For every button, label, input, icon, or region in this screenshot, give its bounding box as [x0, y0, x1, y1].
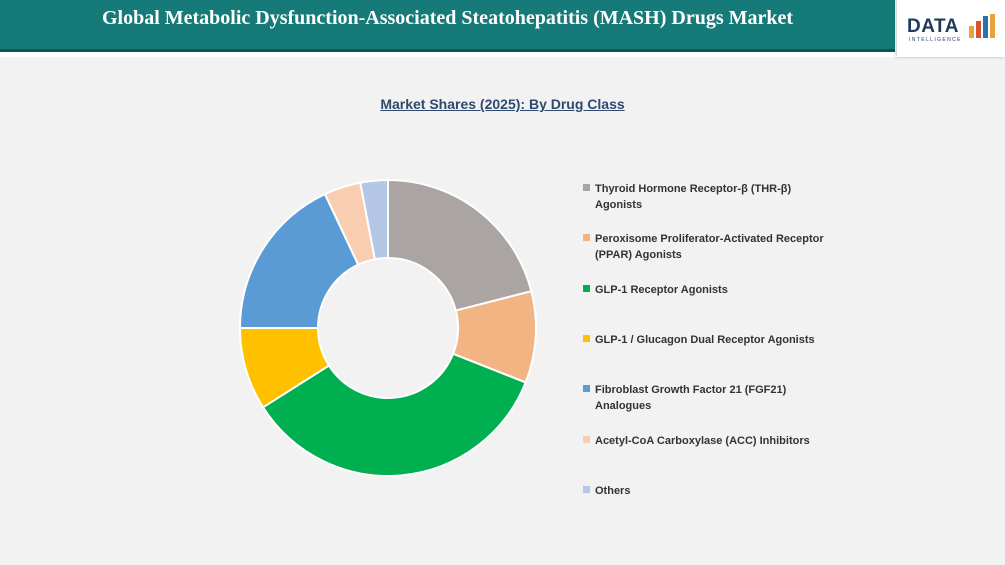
logo-bar [990, 14, 995, 38]
legend-swatch [583, 436, 590, 443]
legend-label: Acetyl-CoA Carboxylase (ACC) Inhibitors [595, 435, 810, 447]
donut-slice [238, 192, 360, 329]
legend-swatch [583, 285, 590, 292]
logo-subtext: INTELLIGENCE [909, 37, 962, 43]
chart-title: Market Shares (2025): By Drug Class [380, 96, 625, 112]
legend-swatch [583, 385, 590, 392]
title-bar: Global Metabolic Dysfunction-Associated … [0, 0, 895, 52]
logo-bar [976, 21, 981, 38]
logo-text: DATA [907, 16, 959, 37]
logo: DATA INTELLIGENCE [897, 0, 1005, 57]
legend-swatch [583, 184, 590, 191]
legend-label: Peroxisome Proliferator-Activated Recept… [595, 233, 824, 261]
header: Global Metabolic Dysfunction-Associated … [0, 0, 1005, 57]
donut-chart [238, 178, 537, 477]
donut-slice [387, 178, 533, 312]
logo-bar [969, 26, 974, 38]
legend-label: Others [595, 485, 631, 497]
legend-label: GLP-1 / Glucagon Dual Receptor Agonists [595, 334, 815, 346]
logo-bar [983, 16, 988, 38]
legend-label: Thyroid Hormone Receptor-β (THR-β) Agoni… [595, 183, 792, 211]
legend-swatch [583, 234, 590, 241]
page-title: Global Metabolic Dysfunction-Associated … [101, 7, 794, 29]
donut-slice [359, 178, 389, 261]
legend-swatch [583, 486, 590, 493]
logo-bars-icon [969, 14, 995, 38]
legend-label: Fibroblast Growth Factor 21 (FGF21) Anal… [595, 384, 787, 412]
legend-label: GLP-1 Receptor Agonists [595, 284, 728, 296]
legend-swatch [583, 335, 590, 342]
donut-slice [261, 352, 527, 477]
